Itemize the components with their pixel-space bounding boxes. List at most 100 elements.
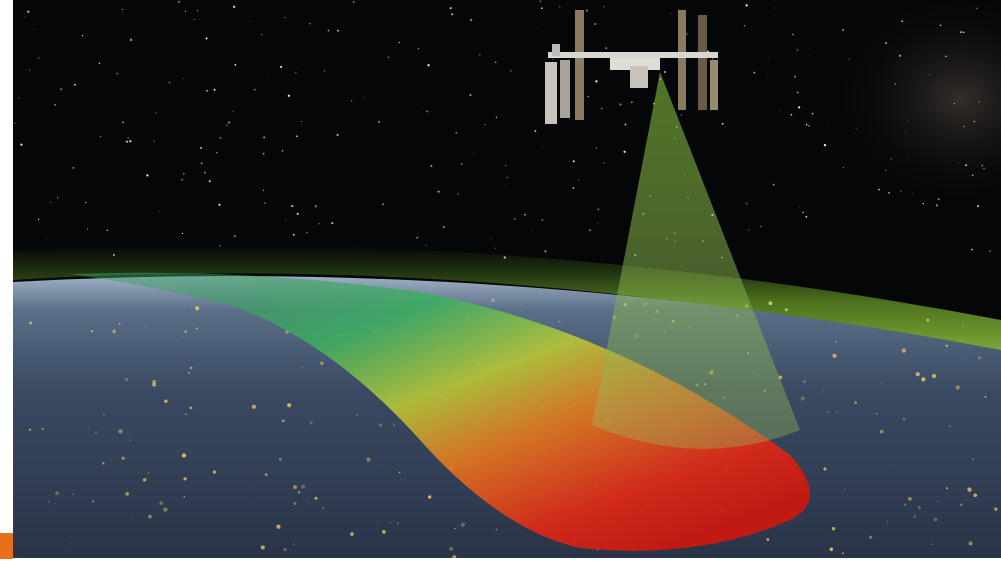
star [618, 181, 620, 183]
star [595, 146, 598, 149]
city-light [182, 336, 185, 338]
star [937, 198, 940, 201]
city-light [90, 330, 94, 333]
city-light [91, 500, 94, 503]
star [425, 244, 427, 247]
city-light [823, 467, 827, 471]
city-light [994, 507, 998, 511]
star [594, 23, 597, 25]
city-light [832, 353, 837, 358]
city-light [962, 325, 964, 327]
star [122, 8, 124, 10]
star [292, 233, 295, 236]
city-light [829, 547, 834, 552]
city-light [125, 492, 130, 496]
star [24, 16, 26, 18]
star [260, 33, 263, 36]
city-light [145, 325, 148, 328]
star [309, 23, 311, 25]
city-light [103, 413, 105, 416]
star [205, 89, 209, 92]
star [295, 72, 297, 74]
city-light [29, 428, 32, 431]
star [181, 232, 184, 235]
city-light [931, 373, 937, 379]
star [295, 135, 298, 138]
star [37, 57, 40, 59]
city-light [189, 406, 193, 410]
city-light [879, 429, 884, 434]
city-light [972, 458, 974, 460]
star [577, 179, 579, 181]
star [460, 162, 463, 165]
star [474, 153, 475, 155]
star [248, 21, 250, 23]
city-light [183, 477, 187, 481]
city-light [72, 493, 74, 496]
star [286, 67, 288, 69]
star [912, 193, 913, 195]
star [490, 237, 492, 239]
star [510, 70, 512, 72]
city-light [164, 399, 168, 403]
star [291, 204, 294, 208]
city-light [766, 538, 770, 541]
star [398, 41, 400, 44]
city-light [875, 413, 878, 415]
city-light [800, 396, 805, 401]
star [318, 223, 320, 225]
star [363, 97, 365, 99]
city-light [903, 503, 907, 506]
city-light [768, 301, 773, 306]
city-light [926, 318, 930, 322]
city-light [185, 413, 187, 415]
star [193, 18, 195, 21]
star [792, 33, 794, 36]
star [28, 69, 31, 71]
city-light [212, 470, 216, 474]
city-light [460, 522, 465, 527]
star [85, 201, 87, 204]
star [484, 124, 486, 125]
city-light [520, 310, 522, 312]
star [768, 58, 770, 60]
city-light [189, 366, 193, 370]
star [106, 229, 108, 231]
star [885, 169, 887, 171]
star [960, 31, 962, 34]
city-light [393, 424, 395, 426]
city-light [55, 491, 60, 496]
star [971, 174, 974, 177]
city-light [558, 320, 561, 323]
star [129, 38, 133, 42]
star [977, 205, 979, 208]
star [805, 215, 808, 218]
star [281, 150, 284, 152]
star [122, 121, 124, 124]
city-light [292, 543, 295, 546]
star [794, 75, 797, 78]
star [382, 203, 384, 206]
star [451, 13, 454, 16]
star [457, 193, 460, 195]
star [287, 94, 291, 97]
city-light [195, 306, 200, 311]
star [915, 70, 917, 72]
star [254, 88, 256, 91]
star [129, 140, 132, 143]
city-light [29, 321, 32, 325]
star [540, 31, 542, 32]
city-light [95, 431, 97, 434]
star [455, 131, 458, 134]
city-light [931, 543, 934, 545]
star [449, 6, 452, 10]
star [939, 24, 942, 27]
star [478, 53, 481, 56]
star [772, 183, 775, 186]
star [70, 228, 72, 229]
star [98, 62, 101, 64]
city-light [913, 515, 917, 519]
star [213, 88, 216, 91]
city-light [293, 485, 297, 490]
city-light [382, 530, 386, 534]
